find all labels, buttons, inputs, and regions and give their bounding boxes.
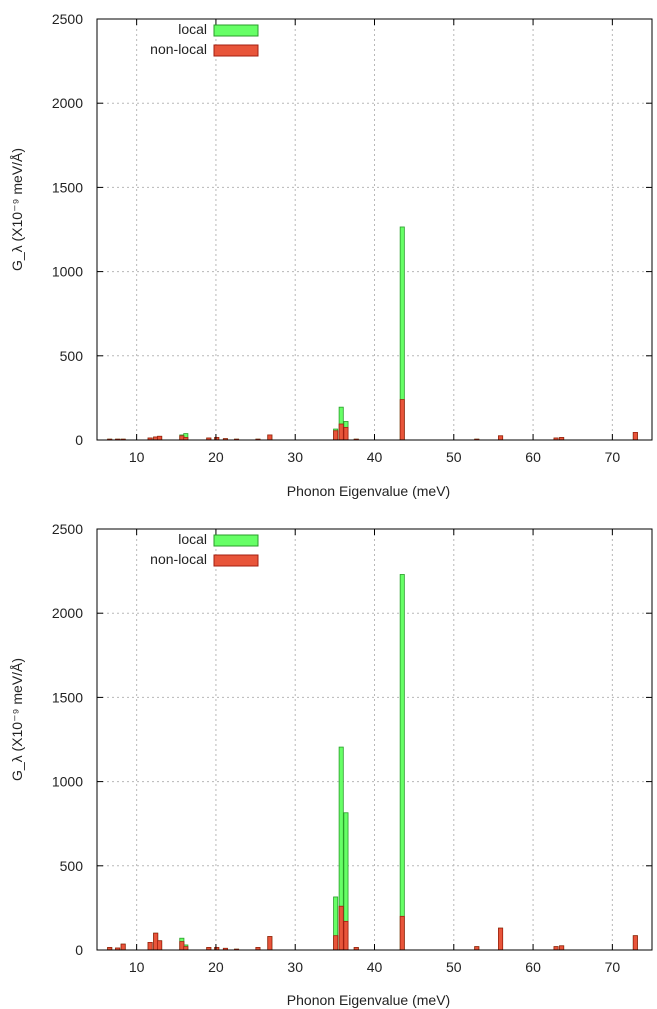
- y-tick-label: 1500: [52, 689, 83, 705]
- bar-nonlocal: [157, 940, 163, 951]
- x-tick-label: 50: [446, 959, 462, 975]
- x-tick-label: 30: [287, 449, 303, 465]
- y-axis-label: G_λ (X10⁻⁹ meV/Å): [9, 658, 25, 781]
- bar-nonlocal: [333, 935, 339, 951]
- x-tick-label: 60: [525, 959, 541, 975]
- y-tick-label: 1000: [52, 264, 83, 280]
- legend-label-local: local: [178, 21, 207, 37]
- y-tick-label: 2000: [52, 95, 83, 111]
- bar-nonlocal: [338, 905, 344, 951]
- bar-nonlocal: [120, 943, 126, 951]
- y-tick-label: 1500: [52, 179, 83, 195]
- x-tick-label: 70: [605, 449, 621, 465]
- y-tick-label: 0: [75, 942, 83, 958]
- x-tick-label: 50: [446, 449, 462, 465]
- bar-nonlocal: [559, 945, 565, 951]
- legend-swatch-nonlocal: [213, 44, 259, 57]
- bar-nonlocal: [147, 942, 153, 951]
- x-axis-label: Phonon Eigenvalue (meV): [287, 483, 450, 499]
- legend-label-nonlocal: non-local: [150, 551, 207, 567]
- x-tick-label: 10: [129, 959, 145, 975]
- y-tick-label: 500: [60, 348, 84, 364]
- bar-nonlocal: [399, 399, 405, 441]
- bar-nonlocal: [267, 936, 273, 951]
- chart-panel-1: 10 20 30 40 50 60 70 0 500 1000 1500 2000 2500 Phonon…: [9, 11, 653, 499]
- chart-panel-2: 10 20 30 40 50 60 70 0 500 1000 1500 2000 2500 Phonon…: [9, 521, 653, 1008]
- legend: local non-local: [150, 21, 259, 57]
- legend-swatch-nonlocal: [213, 554, 259, 567]
- y-axis-label: G_λ (X10⁻⁹ meV/Å): [9, 148, 25, 271]
- x-tick-label: 20: [208, 959, 224, 975]
- x-axis-label: Phonon Eigenvalue (meV): [287, 992, 450, 1008]
- y-tick-label: 2500: [52, 11, 83, 27]
- y-tick-label: 500: [60, 858, 84, 874]
- bar-nonlocal: [338, 423, 344, 441]
- legend-swatch-local: [213, 534, 259, 547]
- legend-swatch-local: [213, 24, 259, 37]
- bar-nonlocal: [498, 435, 504, 441]
- x-tick-label: 20: [208, 449, 224, 465]
- x-tick-label: 30: [287, 959, 303, 975]
- bar-nonlocal: [343, 426, 349, 441]
- x-tick-label: 70: [605, 959, 621, 975]
- y-tick-label: 2500: [52, 521, 83, 537]
- x-tick-label: 10: [129, 449, 145, 465]
- legend-label-local: local: [178, 531, 207, 547]
- y-tick-label: 2000: [52, 605, 83, 621]
- bar-nonlocal: [399, 915, 405, 951]
- x-tick-label: 40: [367, 959, 383, 975]
- legend-label-nonlocal: non-local: [150, 41, 207, 57]
- bar-nonlocal: [553, 946, 559, 951]
- bar-nonlocal: [183, 946, 189, 951]
- x-tick-label: 40: [367, 449, 383, 465]
- bar-nonlocal: [157, 435, 163, 441]
- bar-nonlocal: [498, 927, 504, 951]
- bar-nonlocal: [632, 935, 638, 951]
- legend: local non-local: [150, 531, 259, 567]
- x-tick-label: 60: [525, 449, 541, 465]
- bar-local: [399, 574, 405, 951]
- y-tick-label: 1000: [52, 774, 83, 790]
- bar-nonlocal: [333, 430, 339, 441]
- bar-nonlocal: [474, 946, 480, 951]
- bar-nonlocal: [267, 434, 273, 441]
- bar-nonlocal: [343, 920, 349, 951]
- bar-nonlocal: [632, 432, 638, 441]
- y-tick-label: 0: [75, 432, 83, 448]
